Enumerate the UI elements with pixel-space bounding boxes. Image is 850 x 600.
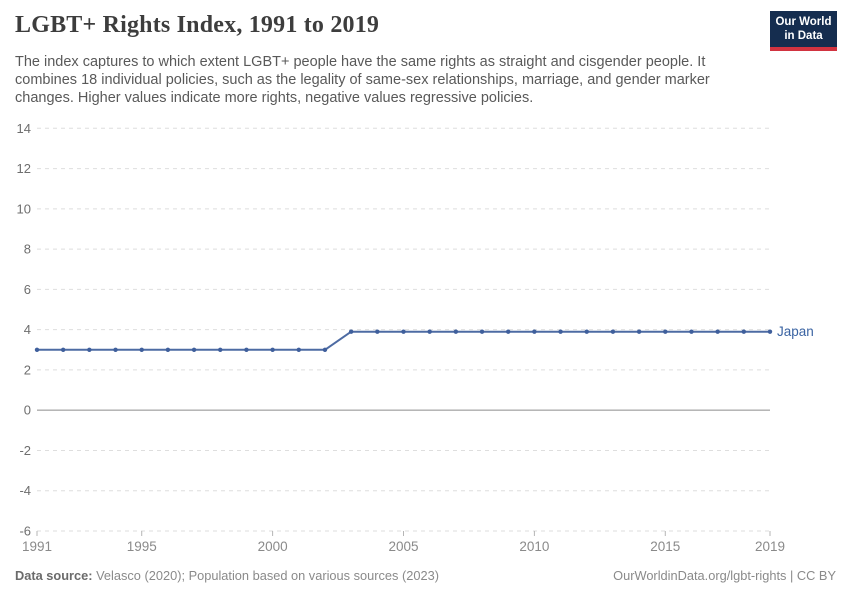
- data-point-marker[interactable]: [584, 329, 589, 334]
- data-point-marker[interactable]: [663, 329, 668, 334]
- y-axis-label: 8: [24, 242, 31, 257]
- owid-logo-line1: Our World: [775, 16, 832, 28]
- owid-logo[interactable]: Our World in Data: [770, 11, 837, 51]
- x-axis-label: 2019: [755, 539, 785, 554]
- y-axis-label: -4: [19, 483, 31, 498]
- data-point-marker[interactable]: [741, 329, 747, 334]
- series-end-label[interactable]: Japan: [777, 324, 814, 339]
- data-point-marker[interactable]: [689, 329, 694, 334]
- data-point-marker[interactable]: [244, 347, 249, 352]
- data-point-marker[interactable]: [322, 347, 328, 352]
- x-axis-label: 2015: [650, 539, 680, 554]
- y-axis-label: 4: [24, 322, 31, 337]
- data-point-marker[interactable]: [532, 329, 537, 334]
- x-axis-label: 2000: [258, 539, 288, 554]
- data-point-marker[interactable]: [34, 347, 40, 352]
- owid-logo-line2: in Data: [784, 29, 823, 42]
- x-axis-label: 1991: [22, 539, 52, 554]
- data-point-marker[interactable]: [479, 329, 485, 334]
- data-point-marker[interactable]: [715, 329, 720, 334]
- data-source: Data source: Velasco (2020); Population …: [15, 568, 439, 583]
- x-axis-label: 2010: [519, 539, 549, 554]
- y-axis-label: 14: [17, 121, 31, 136]
- data-point-marker[interactable]: [610, 329, 616, 334]
- data-point-marker[interactable]: [453, 329, 459, 334]
- y-axis-label: 6: [24, 282, 31, 297]
- data-point-marker[interactable]: [270, 347, 275, 352]
- y-axis-label: -2: [19, 443, 31, 458]
- credit-link[interactable]: OurWorldinData.org/lgbt-rights | CC BY: [613, 568, 836, 583]
- data-point-marker[interactable]: [139, 347, 144, 352]
- data-point-marker[interactable]: [767, 329, 773, 334]
- data-point-marker[interactable]: [506, 329, 511, 334]
- data-point-marker[interactable]: [348, 329, 354, 334]
- y-axis-label: -6: [19, 524, 31, 539]
- data-point-marker[interactable]: [218, 347, 223, 352]
- data-source-text: Velasco (2020); Population based on vari…: [92, 568, 439, 583]
- x-axis-label: 2005: [388, 539, 418, 554]
- data-point-marker[interactable]: [375, 329, 380, 334]
- data-point-marker[interactable]: [558, 329, 563, 334]
- y-axis-label: 2: [24, 362, 31, 377]
- data-source-label: Data source:: [15, 568, 93, 583]
- data-point-marker[interactable]: [87, 347, 92, 352]
- data-point-marker[interactable]: [165, 347, 171, 352]
- chart-subtitle: The index captures to which extent LGBT+…: [15, 54, 710, 107]
- x-axis-label: 1995: [127, 539, 157, 554]
- page-title: LGBT+ Rights Index, 1991 to 2019: [15, 12, 380, 38]
- data-point-marker[interactable]: [427, 329, 432, 334]
- y-axis-label: 0: [24, 403, 31, 418]
- series-line-japan[interactable]: [37, 330, 770, 351]
- data-point-marker[interactable]: [296, 347, 301, 352]
- data-point-marker[interactable]: [191, 347, 197, 352]
- y-axis-label: 12: [17, 161, 31, 176]
- page-footer: Data source: Velasco (2020); Population …: [15, 568, 836, 583]
- y-axis-label: 10: [17, 201, 31, 216]
- data-point-marker[interactable]: [60, 347, 66, 352]
- data-point-marker[interactable]: [113, 347, 118, 352]
- data-point-marker[interactable]: [636, 329, 642, 334]
- data-point-marker[interactable]: [401, 329, 406, 334]
